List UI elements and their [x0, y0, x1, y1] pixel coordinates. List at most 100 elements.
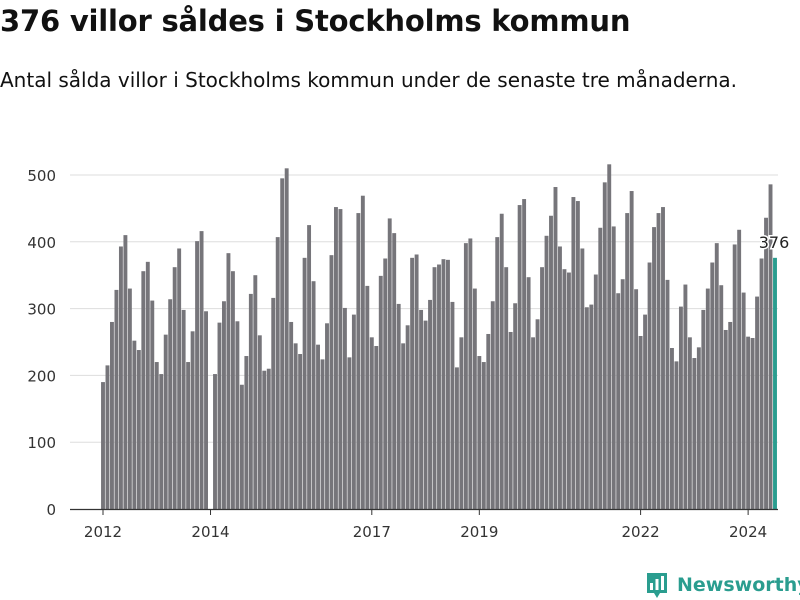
bar — [351, 314, 356, 509]
bar — [625, 213, 630, 509]
bar — [177, 248, 182, 509]
bar — [410, 257, 415, 509]
bar — [513, 303, 518, 509]
bar — [378, 275, 383, 509]
bar — [575, 201, 580, 510]
bar — [710, 262, 715, 509]
bar — [602, 182, 607, 509]
bar — [620, 279, 625, 509]
bar — [593, 274, 598, 509]
y-axis-labels: 0 100 200 300 400 500 — [27, 167, 56, 519]
bar — [159, 374, 164, 509]
bar — [401, 343, 406, 509]
bar — [172, 267, 177, 509]
brand: Newsworthy — [645, 570, 800, 600]
bar-highlight — [773, 257, 777, 509]
bar — [477, 356, 482, 509]
bar — [454, 367, 459, 509]
bar — [195, 241, 200, 509]
bar — [665, 279, 670, 509]
bar — [562, 269, 567, 509]
bar — [737, 229, 742, 509]
bar — [687, 337, 692, 509]
bar — [280, 178, 285, 509]
x-tick-label: 2014 — [191, 523, 229, 541]
bar — [284, 168, 289, 509]
x-tick-label: 2024 — [729, 523, 767, 541]
bar — [674, 361, 679, 509]
brand-name: Newsworthy — [677, 574, 800, 596]
bar — [495, 237, 500, 509]
x-tick-label: 2019 — [460, 523, 498, 541]
bar — [150, 300, 155, 509]
y-tick-label: 100 — [27, 434, 56, 452]
bar — [517, 205, 522, 509]
bar — [253, 275, 258, 509]
bar — [338, 209, 343, 509]
bar — [746, 336, 751, 509]
bar — [481, 362, 486, 509]
bar — [110, 321, 114, 509]
bar — [589, 304, 594, 509]
bar — [257, 335, 262, 509]
bar — [423, 320, 428, 509]
bar — [360, 195, 365, 509]
bar — [383, 258, 388, 509]
bar — [428, 299, 432, 509]
bar — [468, 238, 473, 509]
bar — [437, 264, 441, 509]
bar — [728, 321, 733, 509]
bar — [298, 354, 303, 509]
bar — [531, 337, 536, 509]
bar — [634, 289, 639, 509]
bar — [275, 237, 280, 509]
bar — [750, 337, 755, 509]
bar — [638, 335, 643, 509]
bar — [114, 289, 119, 509]
bar — [154, 362, 159, 509]
bar — [759, 258, 764, 509]
bar — [463, 243, 468, 509]
bar — [405, 325, 410, 509]
bar — [768, 184, 773, 509]
bar — [356, 213, 361, 509]
bar — [701, 309, 706, 509]
bar — [101, 382, 105, 509]
bar — [396, 303, 401, 509]
bar — [732, 244, 737, 509]
bar — [450, 301, 455, 509]
bar — [105, 365, 110, 509]
bar — [486, 333, 491, 509]
y-tick-label: 400 — [27, 234, 56, 252]
bar — [325, 323, 329, 509]
bar — [540, 267, 544, 509]
bar — [553, 187, 558, 509]
x-tick-label: 2017 — [353, 523, 391, 541]
bar — [334, 207, 338, 509]
bar — [347, 357, 352, 509]
bar — [692, 358, 697, 509]
bar — [580, 248, 585, 509]
bar — [504, 267, 509, 509]
bar — [656, 213, 661, 509]
bar-chart: 0 100 200 300 400 500 2012 2014 2017 2019 2022 202… — [27, 164, 791, 541]
bar — [213, 374, 217, 509]
bar — [566, 272, 571, 509]
bar — [678, 306, 683, 509]
bar — [374, 346, 379, 509]
bar — [307, 225, 312, 509]
bar — [441, 259, 446, 509]
bar — [199, 231, 204, 510]
bar — [661, 207, 665, 509]
bar — [262, 370, 267, 509]
bar — [118, 246, 123, 509]
bar — [392, 233, 397, 509]
bar — [320, 359, 325, 509]
bar — [387, 218, 392, 510]
bar — [329, 255, 334, 509]
bar — [235, 321, 240, 509]
bar — [316, 344, 320, 509]
bar — [490, 301, 495, 509]
bar — [719, 285, 724, 509]
bar — [342, 307, 347, 509]
